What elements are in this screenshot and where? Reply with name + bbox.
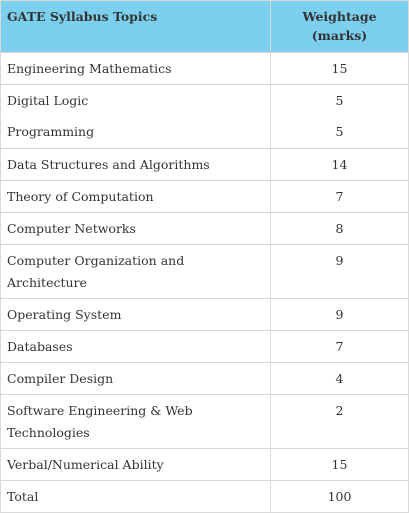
topic-cell: Verbal/Numerical Ability: [0, 448, 271, 481]
table-row: Computer Networks 8: [0, 212, 409, 245]
marks-cell: 7: [270, 180, 409, 213]
marks-cell: 8: [270, 212, 409, 245]
marks-programming: 5: [335, 124, 344, 139]
table-row: Operating System 9: [0, 298, 409, 331]
topic-cell: Computer Networks: [0, 212, 271, 245]
marks-cell: 2: [270, 394, 409, 449]
table-row: Databases 7: [0, 330, 409, 363]
table-row: Data Structures and Algorithms 14: [0, 148, 409, 181]
header-topics: GATE Syllabus Topics: [0, 0, 271, 53]
header-weightage: Weightage (marks): [270, 0, 409, 53]
table-row: Verbal/Numerical Ability 15: [0, 448, 409, 481]
table-row: Software Engineering & Web Technologies …: [0, 394, 409, 449]
marks-cell: 9: [270, 298, 409, 331]
topic-cell: Digital Logic Programming: [0, 84, 271, 149]
marks-digital-logic: 5: [335, 93, 344, 108]
topic-cell: Software Engineering & Web Technologies: [0, 394, 271, 449]
marks-cell: 9: [270, 244, 409, 299]
topic-digital-logic: Digital Logic: [7, 93, 89, 108]
topic-cell: Data Structures and Algorithms: [0, 148, 271, 181]
topic-cell: Theory of Computation: [0, 180, 271, 213]
topic-cell: Computer Organization and Architecture: [0, 244, 271, 299]
topic-cell: Databases: [0, 330, 271, 363]
marks-cell: 4: [270, 362, 409, 395]
marks-cell: 15: [270, 52, 409, 85]
topic-programming: Programming: [7, 124, 95, 139]
table-row: Engineering Mathematics 15: [0, 52, 409, 85]
topic-cell: Engineering Mathematics: [0, 52, 271, 85]
marks-cell: 7: [270, 330, 409, 363]
table-row: Computer Organization and Architecture 9: [0, 244, 409, 299]
table-row: Compiler Design 4: [0, 362, 409, 395]
table-row: Theory of Computation 7: [0, 180, 409, 213]
marks-cell: 15: [270, 448, 409, 481]
marks-cell: 14: [270, 148, 409, 181]
topic-cell: Operating System: [0, 298, 271, 331]
table-header-row: GATE Syllabus Topics Weightage (marks): [0, 0, 409, 53]
marks-cell: 5 5: [270, 84, 409, 149]
table-row: Digital Logic Programming 5 5: [0, 84, 409, 149]
topic-cell: Compiler Design: [0, 362, 271, 395]
